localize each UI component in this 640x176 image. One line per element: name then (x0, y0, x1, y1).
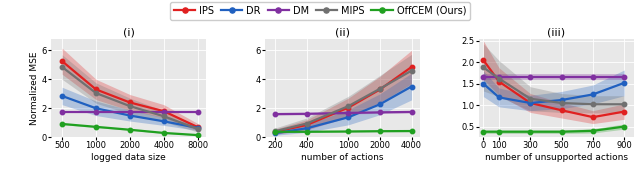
Title: (ii): (ii) (335, 28, 350, 38)
X-axis label: logged data size: logged data size (92, 153, 166, 162)
X-axis label: number of unsupported actions: number of unsupported actions (484, 153, 628, 162)
X-axis label: number of actions: number of actions (301, 153, 383, 162)
Title: (iii): (iii) (547, 28, 565, 38)
Legend: IPS, DR, DM, MIPS, OffCEM (Ours): IPS, DR, DM, MIPS, OffCEM (Ours) (170, 2, 470, 20)
Title: (i): (i) (123, 28, 134, 38)
Y-axis label: Normalized MSE: Normalized MSE (30, 51, 39, 125)
